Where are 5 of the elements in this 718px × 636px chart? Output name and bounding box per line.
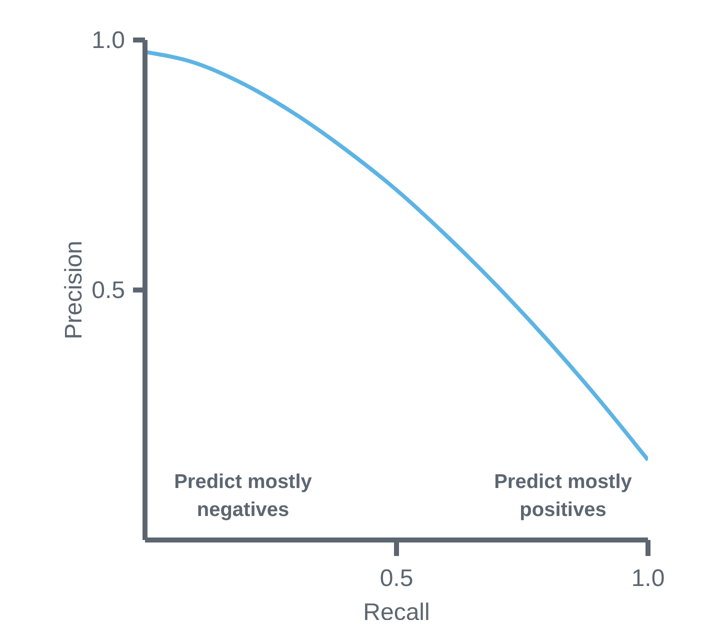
x-axis-title: Recall [363,599,430,626]
y-axis-title: Precision [60,240,88,340]
annotation: Predict mostly negatives [173,470,313,523]
line-series [145,50,648,462]
annotation: Predict mostly positives [493,470,633,523]
